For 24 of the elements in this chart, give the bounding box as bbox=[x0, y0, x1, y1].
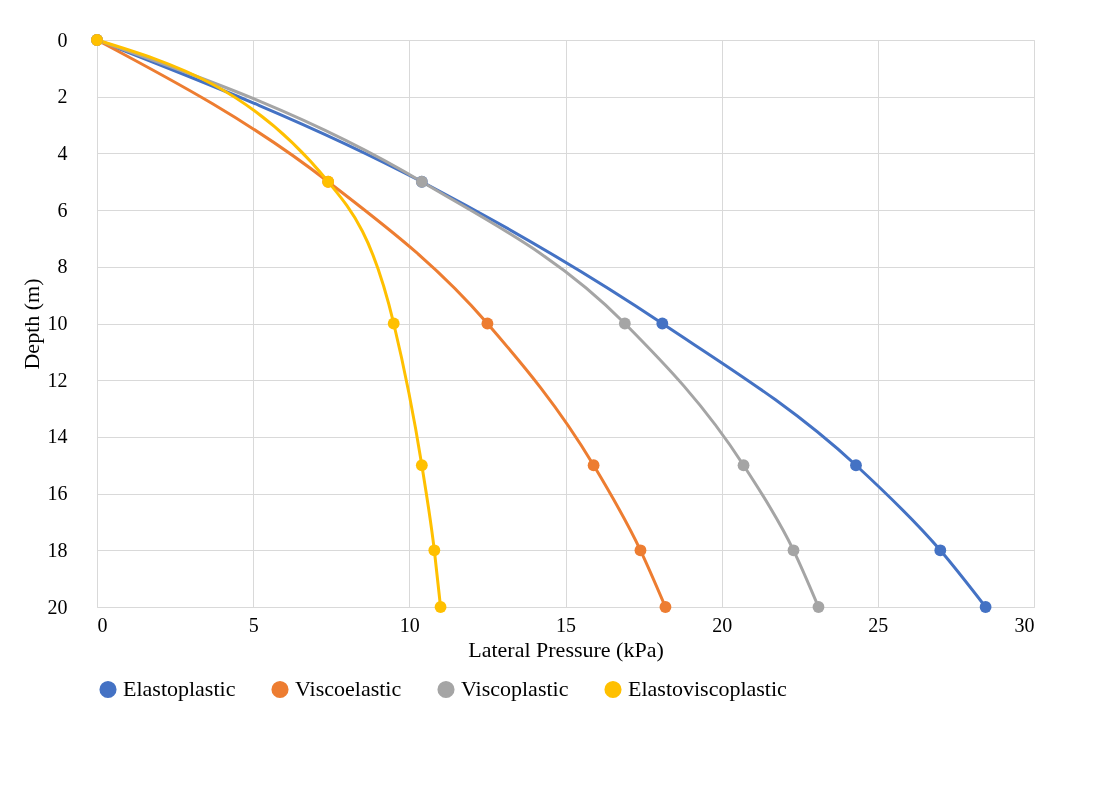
x-tick-label: 25 bbox=[868, 613, 889, 636]
legend-label: Elastoviscoplastic bbox=[628, 676, 788, 702]
y-tick-label: 14 bbox=[47, 425, 68, 448]
y-tick-label: 12 bbox=[47, 368, 68, 391]
x-tick-label: 20 bbox=[712, 613, 733, 636]
y-tick-label: 4 bbox=[57, 141, 68, 164]
x-axis-title: Lateral Pressure (kPa) bbox=[468, 636, 664, 662]
y-tick-label: 16 bbox=[47, 482, 68, 505]
x-tick-label: 30 bbox=[1014, 613, 1035, 636]
y-tick-label: 0 bbox=[57, 28, 68, 51]
legend-label: Elastoplastic bbox=[123, 676, 236, 702]
x-tick-label: 10 bbox=[399, 613, 420, 636]
x-tick-label: 5 bbox=[248, 613, 259, 636]
y-tick-label: 2 bbox=[57, 85, 68, 108]
legend-label: Viscoelastic bbox=[295, 676, 402, 702]
y-tick-label: 18 bbox=[47, 538, 68, 561]
y-axis-title: Depth (m) bbox=[18, 278, 44, 370]
x-tick-label: 15 bbox=[556, 613, 576, 636]
y-tick-label: 10 bbox=[47, 312, 68, 334]
legend-label: Viscoplastic bbox=[461, 676, 569, 702]
y-tick-label: 8 bbox=[57, 255, 68, 278]
y-tick-label: 6 bbox=[57, 198, 68, 221]
y-tick-label: 20 bbox=[47, 595, 68, 618]
x-tick-label: 0 bbox=[97, 613, 108, 636]
